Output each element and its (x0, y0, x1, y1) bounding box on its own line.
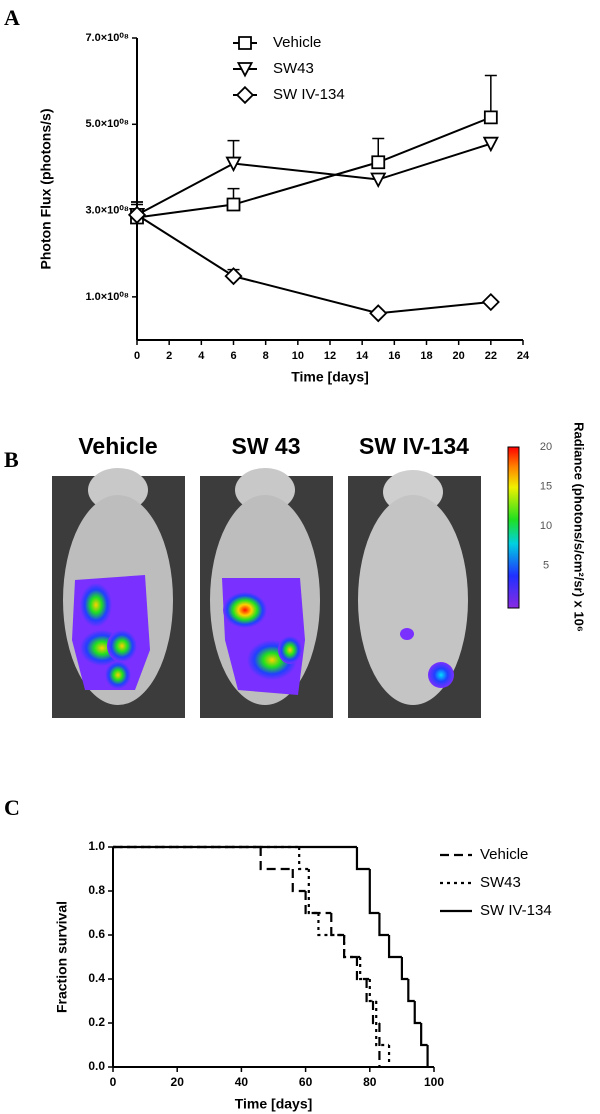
y-tick-label: 0.0 (88, 1059, 105, 1073)
survival-step (317, 913, 345, 937)
marker (224, 267, 243, 286)
colorbar-title: Radiance (photons/s/cm²/sr) x 10⁶ (572, 422, 587, 632)
x-tick-label: 6 (230, 350, 236, 362)
series-line (136, 142, 492, 216)
survival-step (371, 1001, 380, 1025)
marker (481, 292, 500, 312)
x-tick-label: 0 (110, 1075, 117, 1089)
mouse-image (52, 468, 185, 718)
legend-label: SW IV-134 (273, 86, 345, 103)
y-tick-label: 1.0×10⁰⁸ (85, 291, 129, 303)
survival-step (365, 979, 374, 1003)
survival-step (368, 869, 380, 915)
colorbar-tick-label: 20 (540, 441, 552, 453)
image-title: Vehicle (78, 433, 157, 459)
x-tick-label: 40 (235, 1075, 249, 1089)
x-tick-label: 100 (424, 1075, 444, 1089)
survival-step (298, 847, 309, 871)
survival-step (375, 1001, 390, 1047)
y-tick-label: 3.0×10⁰⁸ (85, 204, 129, 216)
marker (369, 304, 388, 323)
x-tick-label: 2 (166, 350, 172, 362)
x-tick-label: 24 (517, 350, 530, 362)
y-tick-label: 0.8 (88, 883, 105, 897)
survival-step (355, 847, 370, 871)
image-title: SW 43 (231, 433, 300, 459)
series-line (136, 116, 492, 219)
x-tick-label: 20 (171, 1075, 185, 1089)
survival-step (407, 979, 415, 1003)
survival-step (368, 979, 377, 1003)
marker (226, 197, 241, 212)
x-tick-label: 20 (453, 350, 465, 362)
error-bar (484, 74, 497, 118)
y-tick-label: 0.2 (88, 1015, 105, 1029)
panel-label: A (4, 5, 20, 30)
mouse-image (348, 470, 481, 718)
image-title: SW IV-134 (359, 433, 469, 459)
survival-step (413, 1001, 422, 1025)
x-tick-label: 80 (363, 1075, 377, 1089)
x-tick-label: 60 (299, 1075, 313, 1089)
colorbar-tick-label: 15 (540, 480, 552, 492)
survival-step (355, 957, 367, 981)
survival-step (291, 869, 306, 893)
survival-step (387, 935, 402, 959)
legend-label: SW IV-134 (480, 902, 552, 919)
mouse-image (200, 468, 333, 718)
series-line (136, 214, 491, 315)
y-tick-label: 0.6 (88, 927, 105, 941)
survival-step (304, 891, 332, 915)
legend-label: SW43 (480, 874, 521, 891)
survival-step (343, 935, 357, 959)
y-axis-title: Photon Flux (photons/s) (38, 109, 54, 270)
colorbar-tick-label: 5 (543, 559, 549, 571)
x-tick-label: 4 (198, 350, 205, 362)
x-tick-label: 0 (134, 350, 140, 362)
legend-label: Vehicle (480, 846, 528, 863)
marker (225, 156, 242, 173)
colorbar (507, 446, 520, 609)
survival-step (359, 957, 370, 981)
marker (127, 205, 147, 224)
legend-label: Vehicle (273, 34, 321, 51)
survival-step (343, 935, 361, 959)
legend-label: SW43 (273, 60, 314, 77)
panel-label: B (4, 447, 19, 472)
survival-step (307, 869, 319, 915)
legend-marker (238, 36, 252, 50)
x-tick-label: 10 (292, 350, 304, 362)
x-tick-label: 12 (324, 350, 336, 362)
survival-step (400, 957, 409, 981)
x-tick-label: 8 (263, 350, 269, 362)
marker (482, 136, 499, 153)
survival-step (259, 847, 293, 871)
x-tick-label: 16 (388, 350, 400, 362)
legend-marker (236, 62, 254, 78)
survival-step (420, 1023, 428, 1047)
legend-marker (235, 85, 255, 105)
survival-step (378, 913, 390, 937)
marker (483, 110, 498, 125)
panel-label: C (4, 795, 20, 820)
x-tick-label: 22 (485, 350, 497, 362)
y-tick-label: 7.0×10⁰⁸ (85, 32, 129, 44)
survival-step (330, 913, 345, 937)
y-tick-label: 1.0 (88, 839, 105, 853)
y-tick-label: 0.4 (88, 971, 105, 985)
marker (370, 172, 387, 189)
marker (371, 155, 386, 170)
x-tick-label: 18 (420, 350, 432, 362)
y-axis-title: Fraction survival (54, 901, 70, 1013)
x-tick-label: 14 (356, 350, 369, 362)
x-axis-title: Time [days] (291, 369, 369, 385)
x-axis-title: Time [days] (235, 1096, 313, 1112)
colorbar-tick-label: 10 (540, 520, 552, 532)
y-tick-label: 5.0×10⁰⁸ (85, 118, 129, 130)
